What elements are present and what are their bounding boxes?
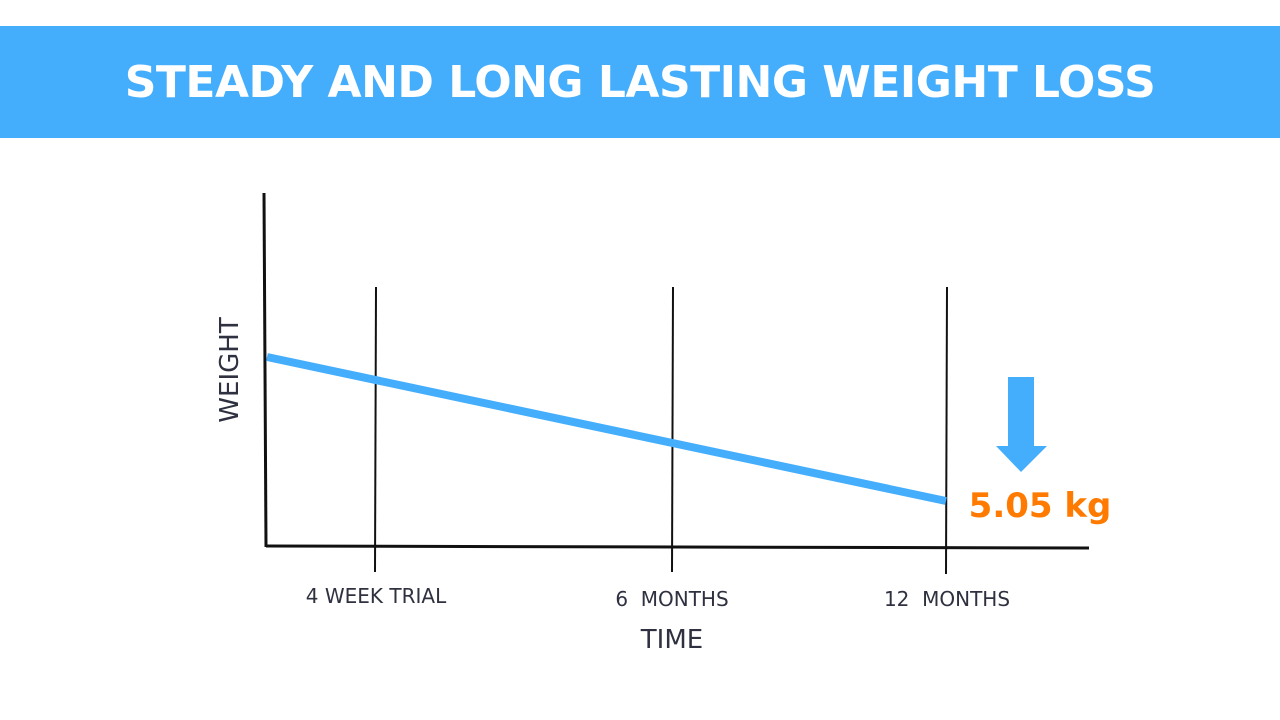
marker-line-12-months xyxy=(945,286,948,575)
weight-trend-line xyxy=(266,353,947,505)
x-axis xyxy=(265,544,1090,550)
x-axis-title: TIME xyxy=(640,625,703,655)
weight-loss-value: 5.05 kg xyxy=(969,486,1112,526)
tick-label-4-week-trial: 4 WEEK TRIAL xyxy=(306,584,447,608)
marker-line-6-months xyxy=(671,286,674,573)
down-arrow-icon xyxy=(996,377,1047,472)
y-axis xyxy=(262,192,268,548)
tick-label-12-months: 12 MONTHS xyxy=(884,587,1010,611)
y-axis-title: WEIGHT xyxy=(215,317,245,423)
page-title: STEADY AND LONG LASTING WEIGHT LOSS xyxy=(124,56,1156,108)
marker-line-4-week-trial xyxy=(374,286,377,573)
title-banner: STEADY AND LONG LASTING WEIGHT LOSS xyxy=(0,26,1280,138)
tick-label-6-months: 6 MONTHS xyxy=(615,587,728,611)
